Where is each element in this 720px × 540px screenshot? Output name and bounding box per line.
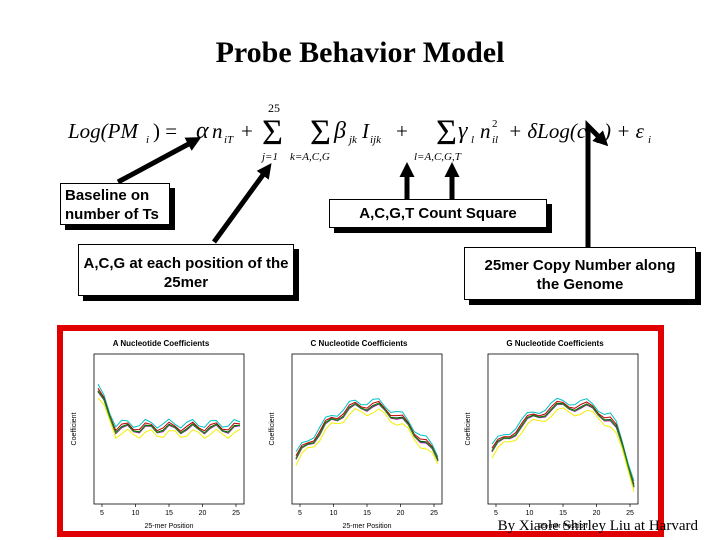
slide-title: Probe Behavior Model — [215, 36, 505, 69]
eq-sum-2: Σ — [310, 112, 331, 152]
eq-plus-2: + — [396, 119, 408, 143]
eq-equals: ) = — [153, 119, 177, 143]
arrows-layer — [116, 119, 609, 248]
plots-frame — [57, 325, 664, 537]
baseline-box: Baseline on number of Ts — [60, 183, 170, 225]
x-tick-label: 10 — [330, 510, 338, 517]
series-line — [491, 407, 635, 492]
eq-sum-1: Σ — [262, 112, 283, 152]
arrow-copy — [585, 119, 609, 248]
series-line — [97, 397, 241, 440]
eq-close: ) + ε — [603, 119, 645, 143]
series-line — [491, 397, 635, 482]
eq-kACG: k=A,C,G — [290, 151, 330, 163]
x-axis-label: 25-mer Position — [342, 523, 391, 530]
series-line — [491, 403, 635, 487]
eq-gamma: γ — [458, 118, 468, 144]
series-line — [97, 387, 241, 432]
x-tick-label: 20 — [199, 510, 207, 517]
eq-delta-term: + δLog(c — [508, 119, 587, 143]
acgt-box: A,C,G,T Count Square — [329, 199, 547, 228]
x-tick-label: 10 — [132, 510, 140, 517]
eq-lACGT: l=A,C,G,T — [414, 151, 462, 163]
eq-sub-i3: i — [648, 134, 651, 146]
series-line — [295, 400, 439, 460]
eq-sq: 2 — [492, 118, 498, 130]
eq-sub-il: il — [492, 134, 498, 146]
x-tick-label: 5 — [100, 510, 104, 517]
eq-lhs: Log(PM — [67, 119, 140, 143]
y-axis-label: Coefficient — [269, 412, 276, 445]
model-equation: Log(PM i ) = α n iT + 25 Σ j=1 Σ k=A,C,G… — [67, 101, 651, 163]
x-tick-label: 15 — [165, 510, 173, 517]
x-tick-label: 5 — [298, 510, 302, 517]
y-axis-label: Coefficient — [465, 412, 472, 445]
x-tick-label: 25 — [626, 510, 634, 517]
panel-title: A Nucleotide Coefficients — [113, 339, 210, 348]
series-line — [97, 390, 241, 434]
eq-sum-3: Σ — [436, 112, 457, 152]
series-line — [295, 402, 439, 462]
eq-plus-1: + — [241, 119, 253, 143]
x-tick-label: 20 — [593, 510, 601, 517]
series-line — [295, 407, 439, 466]
eq-sub-l: l — [471, 134, 474, 146]
eq-upper-25: 25 — [268, 101, 280, 115]
series-line — [491, 400, 635, 485]
eq-I: I — [361, 119, 370, 143]
eq-n: n — [212, 119, 223, 143]
x-tick-label: 10 — [526, 510, 534, 517]
acg-box: A,C,G at each position of the 25mer — [78, 244, 294, 296]
panel-a: A Nucleotide Coefficients 25-mer Position… — [68, 332, 254, 530]
y-axis-label: Coefficient — [71, 412, 78, 445]
baseline-text: Baseline on number of Ts — [65, 187, 159, 223]
x-tick-label: 15 — [363, 510, 371, 517]
panel-title: C Nucleotide Coefficients — [311, 339, 408, 348]
author-credit: By Xiaole Shirley Liu at Harvard — [497, 518, 698, 534]
eq-sub-i: i — [146, 134, 149, 146]
eq-ijk: ijk — [370, 134, 382, 146]
panel-a-plot: A Nucleotide Coefficients 25-mer Position… — [71, 339, 245, 530]
eq-beta: β — [333, 118, 346, 144]
copy-box: 25mer Copy Number along the Genome — [464, 247, 696, 300]
panel-g: G Nucleotide Coefficients 25-mer Position… — [462, 332, 648, 530]
arrow-baseline — [116, 137, 202, 185]
acgt-text: A,C,G,T Count Square — [359, 205, 517, 222]
x-tick-label: 5 — [494, 510, 498, 517]
copy-text: 25mer Copy Number along the Genome — [484, 257, 676, 293]
eq-n2: n — [480, 119, 491, 143]
x-tick-label: 25 — [430, 510, 438, 517]
plot-border — [291, 353, 443, 505]
panel-c: C Nucleotide Coefficients 25-mer Position… — [266, 332, 452, 530]
eq-sub-iT: iT — [224, 134, 234, 146]
x-tick-label: 20 — [397, 510, 405, 517]
plot-border — [487, 353, 639, 505]
panel-title: G Nucleotide Coefficients — [506, 339, 604, 348]
series-line — [295, 398, 439, 458]
arrow-acg — [211, 163, 272, 244]
eq-jk: jk — [347, 134, 358, 146]
panel-c-plot: C Nucleotide Coefficients 25-mer Position… — [269, 339, 443, 530]
x-axis-label: 25-mer Position — [538, 523, 587, 530]
x-tick-label: 15 — [559, 510, 567, 517]
x-axis-label: 25-mer Position — [144, 523, 193, 530]
series-line — [97, 383, 241, 429]
panel-g-plot: G Nucleotide Coefficients 25-mer Position… — [465, 339, 639, 530]
acg-text: A,C,G at each position of the 25mer — [83, 255, 289, 291]
x-tick-label: 25 — [232, 510, 240, 517]
eq-j1: j=1 — [260, 151, 278, 163]
